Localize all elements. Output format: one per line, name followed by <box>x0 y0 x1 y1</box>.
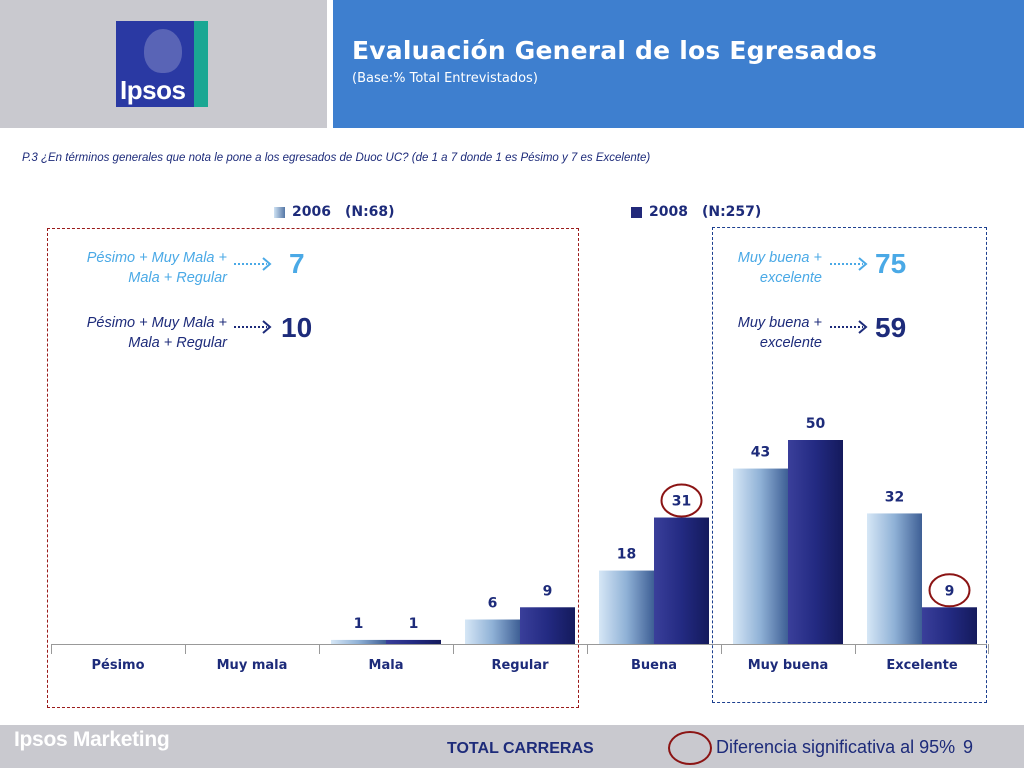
x-axis-tick <box>587 644 588 654</box>
footer-bar <box>0 725 1024 768</box>
data-label: 18 <box>617 547 636 563</box>
low-label-line1-b: Pésimo + Muy Mala + <box>86 315 227 331</box>
x-tick-label: Mala <box>368 658 404 673</box>
legend-swatch-2008 <box>631 206 642 218</box>
low-ratings-label-2006: Pésimo + Muy Mala + Mala + Regular <box>56 313 227 353</box>
high-label-line1: Muy buena + <box>737 250 822 266</box>
logo-accent-stripe <box>194 21 208 107</box>
footer-total-label: TOTAL CARRERAS <box>447 740 594 757</box>
x-axis-tick <box>855 644 856 654</box>
x-axis-tick <box>721 644 722 654</box>
legend-year-2008: 2008 <box>649 204 688 220</box>
x-tick-label: Regular <box>491 658 549 673</box>
low-arrow-2008 <box>234 257 272 271</box>
low-label-line2-b: Mala + Regular <box>128 335 227 351</box>
x-tick-label: Buena <box>630 658 677 673</box>
page-number: 9 <box>963 737 974 757</box>
high-total-2006: 59 <box>875 312 907 343</box>
high-total-2008: 75 <box>875 248 907 279</box>
high-ratings-label-2006: Muy buena + excelente <box>712 313 822 353</box>
high-label-line1-b: Muy buena + <box>737 315 822 331</box>
header-separator <box>327 0 333 128</box>
x-tick-label: Muy buena <box>747 658 829 673</box>
high-label-line2: excelente <box>759 270 822 286</box>
significance-legend-circle <box>668 731 712 765</box>
high-ratings-box <box>712 227 987 703</box>
legend-n-2008: (N:257) <box>701 204 762 220</box>
legend-n-2006: (N:68) <box>344 204 395 220</box>
x-axis-tick <box>319 644 320 654</box>
low-ratings-box <box>47 228 579 708</box>
bar-2006-buena <box>599 570 654 644</box>
x-axis-tick <box>185 644 186 654</box>
high-arrow-2008 <box>830 257 868 271</box>
low-ratings-label-2008: Pésimo + Muy Mala + Mala + Regular <box>56 248 227 288</box>
logo-head-icon <box>144 29 182 73</box>
low-label-line1: Pésimo + Muy Mala + <box>86 250 227 266</box>
x-tick-label: Muy mala <box>216 658 288 673</box>
high-arrow-2006 <box>830 320 868 334</box>
high-label-line2-b: excelente <box>759 335 822 351</box>
legend-2008: 2008 (N:257) <box>631 204 761 220</box>
ipsos-logo: Ipsos <box>116 21 208 107</box>
page-subtitle: (Base:% Total Entrevistados) <box>352 71 538 86</box>
low-label-line2: Mala + Regular <box>128 270 227 286</box>
legend-swatch-2006 <box>274 206 285 218</box>
legend-year-2006: 2006 <box>292 204 331 220</box>
x-axis-tick <box>988 644 989 654</box>
x-axis-tick <box>453 644 454 654</box>
low-total-2006: 10 <box>281 312 313 343</box>
header-title-panel <box>333 0 1024 128</box>
significance-circle <box>660 483 703 518</box>
footer-brand: Ipsos Marketing <box>14 728 170 751</box>
high-ratings-label-2008: Muy buena + excelente <box>712 248 822 288</box>
x-axis-tick <box>51 644 52 654</box>
legend-2006: 2006 (N:68) <box>274 204 395 220</box>
low-arrow-2006 <box>234 320 272 334</box>
survey-question: P.3 ¿En términos generales que nota le p… <box>22 152 651 164</box>
page-title: Evaluación General de los Egresados <box>352 36 878 65</box>
x-axis-line <box>51 644 987 645</box>
bar-2008-buena <box>654 517 709 644</box>
x-tick-label: Excelente <box>886 658 958 673</box>
significance-legend-text: Diferencia significativa al 95% <box>716 737 956 757</box>
low-total-2008: 7 <box>289 248 305 279</box>
x-tick-label: Pésimo <box>91 658 145 673</box>
data-label: 31 <box>672 494 691 510</box>
logo-wordmark: Ipsos <box>120 75 186 105</box>
